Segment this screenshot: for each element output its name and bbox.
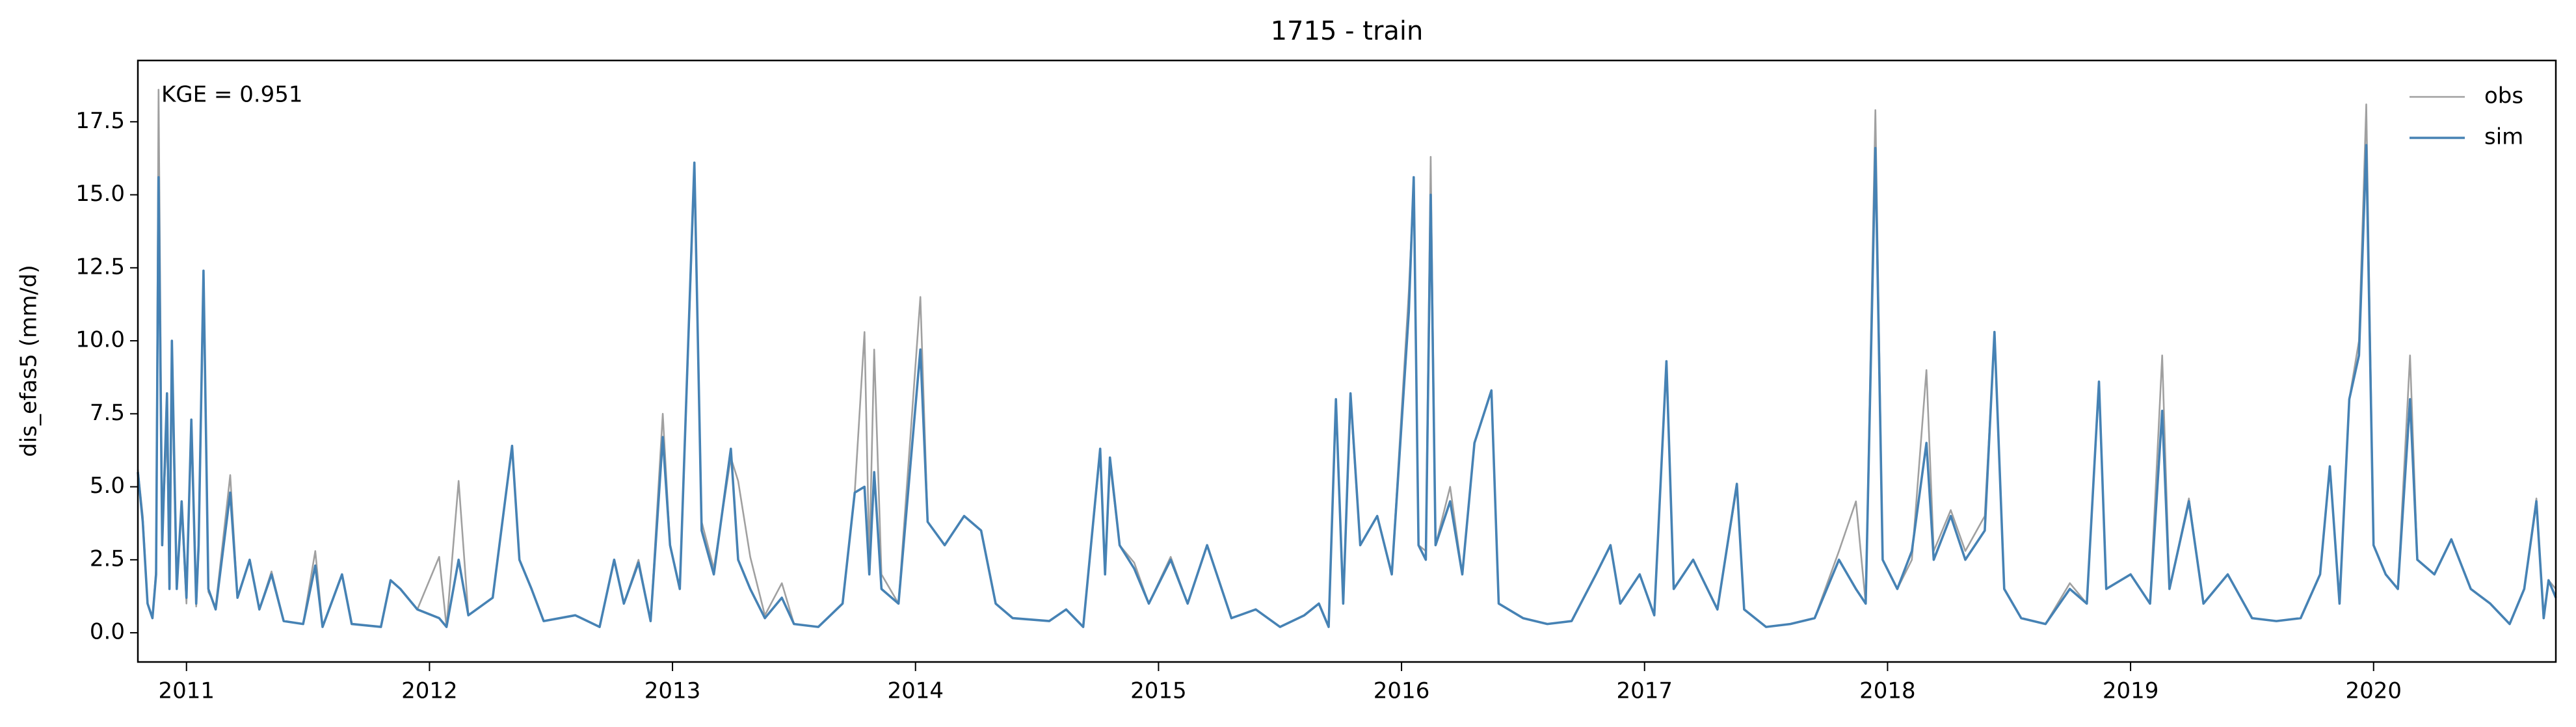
- x-tick-label: 2014: [887, 678, 944, 704]
- x-tick-label: 2019: [2103, 678, 2159, 704]
- y-tick-label: 15.0: [75, 181, 125, 207]
- x-tick-label: 2020: [2345, 678, 2402, 704]
- y-tick-label: 5.0: [90, 473, 125, 499]
- x-tick-label: 2012: [401, 678, 458, 704]
- y-tick-label: 0.0: [90, 619, 125, 645]
- series-line: [137, 144, 2557, 628]
- y-tick-label: 7.5: [90, 400, 125, 426]
- x-tick-label: 2018: [1859, 678, 1916, 704]
- legend-label: sim: [2484, 124, 2523, 150]
- y-tick-label: 17.5: [75, 108, 125, 134]
- x-tick-label: 2011: [158, 678, 215, 704]
- plot-frame: [137, 59, 2557, 663]
- y-tick-label: 2.5: [90, 546, 125, 572]
- x-tick-label: 2013: [644, 678, 701, 704]
- chart-title: 1715 - train: [1271, 16, 1424, 46]
- x-tick-label: 2017: [1616, 678, 1673, 704]
- y-axis-label: dis_efas5 (mm/d): [16, 265, 42, 456]
- annotation: KGE = 0.951: [161, 82, 303, 108]
- legend-label: obs: [2484, 83, 2523, 109]
- y-tick-label: 12.5: [75, 254, 125, 280]
- y-tick-label: 10.0: [75, 327, 125, 353]
- x-tick-label: 2016: [1374, 678, 1430, 704]
- x-tick-label: 2015: [1130, 678, 1187, 704]
